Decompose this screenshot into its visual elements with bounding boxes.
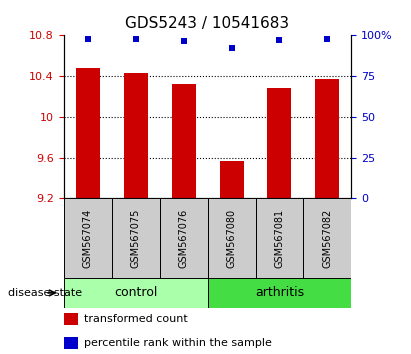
Bar xyxy=(219,161,243,198)
Text: GSM567080: GSM567080 xyxy=(226,209,236,268)
Text: GSM567082: GSM567082 xyxy=(323,209,332,268)
Text: transformed count: transformed count xyxy=(84,314,187,324)
Text: GSM567075: GSM567075 xyxy=(131,209,141,268)
Text: GSM567074: GSM567074 xyxy=(83,209,92,268)
Bar xyxy=(76,68,100,198)
Bar xyxy=(64,278,208,308)
Text: percentile rank within the sample: percentile rank within the sample xyxy=(84,338,272,348)
Bar xyxy=(112,198,159,278)
Bar xyxy=(268,88,291,198)
Bar xyxy=(208,198,256,278)
Bar xyxy=(159,198,208,278)
Bar xyxy=(124,73,148,198)
Bar xyxy=(64,337,78,349)
Text: GSM567076: GSM567076 xyxy=(179,209,189,268)
Bar xyxy=(303,198,351,278)
Text: disease state: disease state xyxy=(8,288,82,298)
Bar xyxy=(64,198,112,278)
Bar xyxy=(208,278,351,308)
Bar xyxy=(172,84,196,198)
Text: control: control xyxy=(114,286,157,299)
Bar xyxy=(256,198,303,278)
Text: GSM567081: GSM567081 xyxy=(275,209,284,268)
Text: arthritis: arthritis xyxy=(255,286,304,299)
Title: GDS5243 / 10541683: GDS5243 / 10541683 xyxy=(125,16,290,32)
Bar xyxy=(64,313,78,325)
Bar xyxy=(315,79,339,198)
